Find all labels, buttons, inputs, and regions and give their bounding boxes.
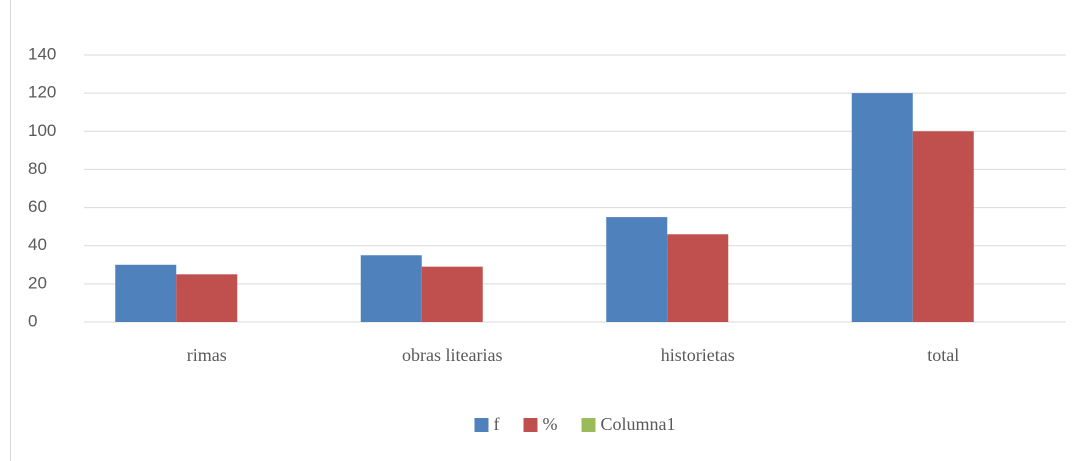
- y-tick-label: 100: [28, 121, 56, 140]
- bar: [176, 274, 238, 322]
- legend-label: %: [543, 414, 558, 434]
- y-tick-label: 140: [28, 44, 56, 63]
- bar: [606, 217, 668, 322]
- bar: [421, 266, 483, 322]
- legend-swatch: [581, 418, 596, 432]
- x-tick-label: obras litearias: [402, 345, 502, 365]
- y-tick-label: 60: [28, 197, 47, 216]
- legend-swatch: [523, 418, 538, 432]
- bar: [360, 255, 422, 322]
- y-tick-label: 80: [28, 159, 47, 178]
- bar: [912, 131, 974, 322]
- bar: [667, 234, 729, 322]
- y-tick-label: 120: [28, 83, 56, 102]
- x-tick-label: historietas: [661, 345, 735, 365]
- bar: [115, 264, 177, 322]
- y-tick-label: 0: [28, 311, 37, 330]
- x-tick-label: total: [927, 345, 959, 365]
- y-tick-label: 40: [28, 235, 47, 254]
- y-tick-label: 20: [28, 273, 47, 292]
- legend-label: f: [494, 414, 500, 434]
- bar: [851, 93, 913, 323]
- x-tick-label: rimas: [187, 345, 227, 365]
- legend-swatch: [474, 418, 489, 432]
- legend-label: Columna1: [601, 414, 676, 434]
